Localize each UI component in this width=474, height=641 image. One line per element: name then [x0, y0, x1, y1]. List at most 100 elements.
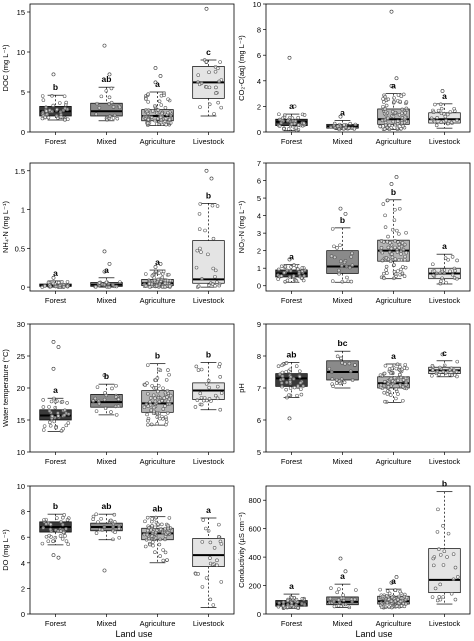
data-point	[342, 123, 346, 127]
data-point	[452, 266, 457, 271]
data-point	[165, 389, 170, 393]
data-point	[392, 375, 397, 380]
y-tick-label: 1.5	[15, 167, 25, 176]
significance-letter: a	[391, 576, 396, 586]
data-point	[338, 381, 342, 386]
data-point	[332, 604, 337, 609]
data-point	[153, 550, 157, 554]
data-point	[390, 255, 395, 260]
data-point	[154, 284, 159, 288]
data-point	[63, 408, 67, 412]
data-point	[51, 539, 55, 543]
data-point	[161, 386, 165, 390]
data-point	[446, 257, 450, 262]
data-point	[142, 532, 147, 537]
y-axis-label: Conductivity (µS cm⁻¹)	[237, 512, 246, 588]
y-axis-label: Water temperature (°C)	[1, 349, 10, 427]
y-tick-label: 5	[257, 448, 261, 457]
data-point	[213, 69, 218, 74]
data-point	[396, 93, 401, 97]
box-livestock: a	[192, 505, 225, 608]
data-point	[403, 111, 408, 115]
data-point	[102, 525, 107, 529]
outlier-point	[56, 555, 61, 560]
data-point	[167, 401, 172, 406]
data-point	[285, 599, 290, 603]
data-point	[301, 384, 305, 388]
data-point	[158, 281, 162, 286]
data-point	[46, 280, 51, 285]
data-point	[111, 116, 116, 120]
data-point	[195, 248, 200, 253]
data-point	[294, 126, 298, 130]
data-point	[431, 262, 435, 267]
data-point	[398, 382, 402, 387]
x-tick-label: Agriculture	[376, 619, 412, 628]
data-point	[439, 120, 444, 125]
outlier-point	[394, 76, 399, 81]
box-agriculture: ab	[141, 504, 174, 564]
box-mixed: b	[326, 206, 359, 284]
data-point	[157, 542, 162, 547]
data-point	[404, 602, 408, 606]
data-point	[103, 406, 108, 411]
data-point	[386, 234, 390, 239]
data-point	[292, 263, 296, 267]
data-point	[393, 588, 398, 592]
data-point	[61, 515, 65, 520]
panel-no3: 0 1 2 3 4 5 6 7 NO₃-N (mg L⁻¹) a Forest b Mixed b Agri…	[237, 159, 471, 305]
data-point	[213, 393, 218, 398]
y-tick-label: 0	[21, 128, 25, 137]
x-tick-label: Livestock	[429, 457, 461, 466]
outlier-point	[394, 175, 399, 179]
data-point	[397, 113, 402, 117]
data-point	[197, 212, 202, 216]
data-point	[330, 279, 335, 283]
data-point	[204, 60, 209, 64]
data-point	[107, 114, 112, 118]
data-point	[383, 399, 387, 404]
data-point	[155, 376, 160, 380]
data-point	[219, 580, 224, 584]
data-point	[285, 395, 289, 400]
data-point	[147, 282, 152, 286]
data-point	[99, 94, 104, 99]
data-point	[288, 367, 293, 372]
y-tick-label: 4	[257, 212, 261, 221]
data-point	[64, 527, 68, 531]
panel-nh4: 0 0.5 1 1.5 NH₄-N (mg L⁻¹) a Forest a Mixed a Agri…	[1, 162, 235, 305]
data-point	[344, 264, 349, 269]
box-forest: b	[39, 501, 72, 560]
data-point	[99, 516, 103, 521]
significance-letter: a	[289, 581, 294, 591]
data-point	[330, 382, 334, 386]
data-point	[167, 272, 171, 277]
data-point	[280, 370, 285, 375]
data-point	[395, 250, 400, 254]
significance-letter: b	[53, 82, 58, 92]
x-tick-label: Agriculture	[376, 457, 412, 466]
data-point	[167, 117, 172, 122]
data-point	[41, 405, 46, 409]
data-point	[155, 422, 159, 426]
data-point	[159, 115, 163, 120]
data-point	[52, 419, 57, 424]
data-point	[402, 117, 407, 122]
data-point	[289, 122, 294, 126]
x-tick-label: Mixed	[96, 296, 116, 305]
data-point	[438, 582, 442, 587]
panel-ph: 5 6 7 8 9 pH ab Forest bc Mixed a Agriculture c Lives…	[237, 320, 471, 466]
data-point	[337, 127, 341, 132]
data-point	[287, 393, 291, 397]
data-point	[213, 284, 217, 288]
data-point	[114, 395, 118, 399]
data-point	[41, 98, 46, 102]
significance-letter: a	[442, 241, 447, 251]
outlier-point	[107, 261, 112, 266]
data-point	[302, 602, 307, 607]
box-livestock: a	[428, 89, 461, 129]
outlier-point	[51, 366, 56, 371]
data-point	[384, 103, 389, 108]
data-point	[97, 281, 102, 285]
data-point	[381, 240, 386, 244]
